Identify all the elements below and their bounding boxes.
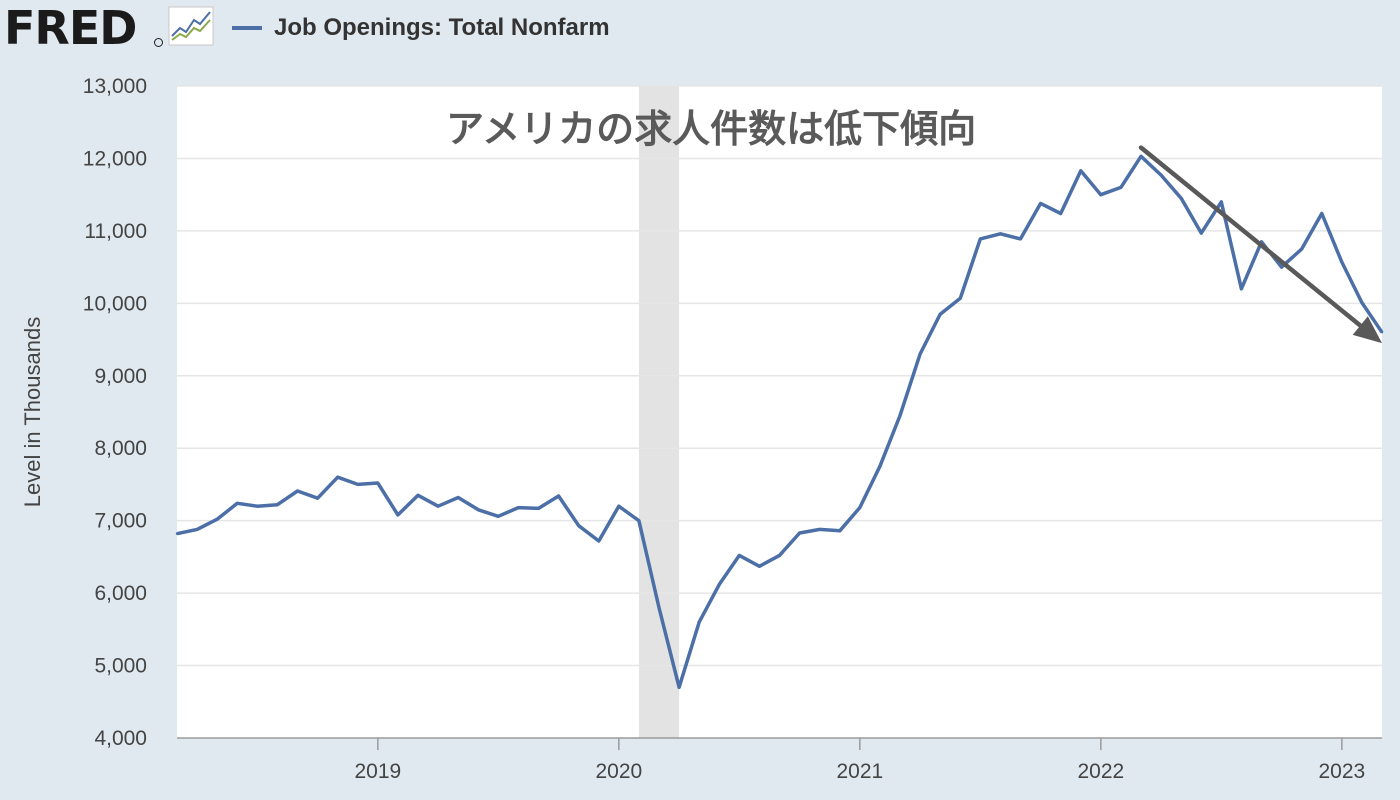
series-point xyxy=(1019,237,1022,241)
series-point xyxy=(497,515,500,518)
series-point xyxy=(597,539,600,543)
series-point xyxy=(959,297,962,300)
x-tick-label: 2022 xyxy=(1077,760,1124,783)
graph-icon-line-blue xyxy=(171,11,211,37)
series-point xyxy=(657,606,661,609)
y-tick-label: 10,000 xyxy=(83,292,147,315)
series-point xyxy=(1079,169,1082,172)
series-point xyxy=(758,565,761,568)
series-point xyxy=(376,481,380,485)
series-point xyxy=(778,554,781,557)
series-point xyxy=(396,513,400,517)
series-point xyxy=(1340,260,1344,264)
series-point xyxy=(276,503,279,506)
series-point xyxy=(1179,197,1183,200)
y-tick-label: 13,000 xyxy=(83,75,147,98)
series-point xyxy=(1220,200,1223,204)
series-point xyxy=(316,497,319,500)
y-tick-label: 5,000 xyxy=(94,655,147,678)
trend-arrow xyxy=(1138,145,1363,328)
series-point xyxy=(1360,301,1364,304)
trend-arrow-head xyxy=(1352,316,1382,344)
y-tick-label: 12,000 xyxy=(83,147,147,170)
series-point xyxy=(878,465,882,468)
series-point xyxy=(256,504,259,508)
graph-header: FRED Job Openings: Total Nonfarm xyxy=(0,0,1400,56)
series-point xyxy=(456,496,460,499)
series-point xyxy=(356,483,359,486)
registered-mark-icon xyxy=(154,38,163,47)
recession-shading xyxy=(638,86,680,738)
series-point xyxy=(517,506,520,509)
series-point xyxy=(477,508,480,511)
series-point xyxy=(677,686,681,689)
series-point xyxy=(1119,186,1123,189)
series-point xyxy=(858,506,862,509)
series-point xyxy=(557,494,560,498)
series-point xyxy=(898,414,902,417)
fred-logo[interactable]: FRED xyxy=(4,1,137,55)
series-point xyxy=(838,529,841,533)
series-point xyxy=(195,528,199,531)
series-point xyxy=(1240,287,1243,291)
series-point xyxy=(637,519,641,522)
chart-legend: Job Openings: Total Nonfarm xyxy=(232,8,610,48)
series-point xyxy=(1200,231,1203,235)
y-tick-label: 4,000 xyxy=(94,727,147,750)
series-point xyxy=(999,232,1002,235)
legend-label: Job Openings: Total Nonfarm xyxy=(274,14,610,41)
y-tick-label: 8,000 xyxy=(94,437,147,460)
series-point xyxy=(577,524,580,527)
series-point xyxy=(918,352,922,356)
x-tick-label: 2023 xyxy=(1318,760,1365,783)
series-point xyxy=(938,313,942,316)
series-point xyxy=(1099,193,1103,196)
y-tick-label: 11,000 xyxy=(84,220,147,243)
gridlines xyxy=(177,85,1382,667)
series-point xyxy=(1159,173,1163,177)
series-point xyxy=(1139,155,1143,158)
y-tick-label: 9,000 xyxy=(94,365,147,388)
y-tick-labels: 4,000 5,000 6,000 7,000 8,000 9,000 10,000 11,0… xyxy=(83,75,147,750)
series-point xyxy=(1280,265,1283,269)
x-tick-label: 2021 xyxy=(836,760,883,783)
x-tick-label: 2019 xyxy=(354,760,401,783)
series-point xyxy=(215,518,219,521)
series-point xyxy=(718,583,721,586)
graph-icon-line-green xyxy=(171,19,211,41)
series-point xyxy=(798,531,801,535)
legend-swatch xyxy=(232,26,262,30)
series-point xyxy=(336,476,339,479)
series-point xyxy=(979,237,982,241)
series-point xyxy=(617,504,621,508)
series-point xyxy=(416,494,420,497)
y-tick-label: 7,000 xyxy=(94,510,147,533)
series-point xyxy=(1320,212,1323,215)
series-point xyxy=(175,532,179,535)
series-point xyxy=(818,528,821,531)
x-tick-label: 2020 xyxy=(595,760,642,783)
series-point xyxy=(1380,331,1384,334)
series-point xyxy=(1300,247,1303,251)
x-axis: 2019 2020 2021 2022 2023 xyxy=(177,737,1382,783)
series-point xyxy=(697,620,701,624)
plot-background xyxy=(177,86,1382,738)
series-point xyxy=(537,507,540,510)
series-point xyxy=(1039,202,1042,205)
series-point xyxy=(436,504,440,508)
series-point xyxy=(296,489,299,493)
series-point xyxy=(738,554,741,557)
chart-annotation: アメリカの求人件数は低下傾向 xyxy=(446,107,976,151)
y-tick-label: 6,000 xyxy=(94,582,147,605)
fred-line-graph-icon xyxy=(168,6,214,46)
series-points xyxy=(175,155,1384,689)
series-point xyxy=(236,502,239,505)
y-axis-title: Level in Thousands xyxy=(20,317,45,507)
series-point xyxy=(1059,212,1062,215)
